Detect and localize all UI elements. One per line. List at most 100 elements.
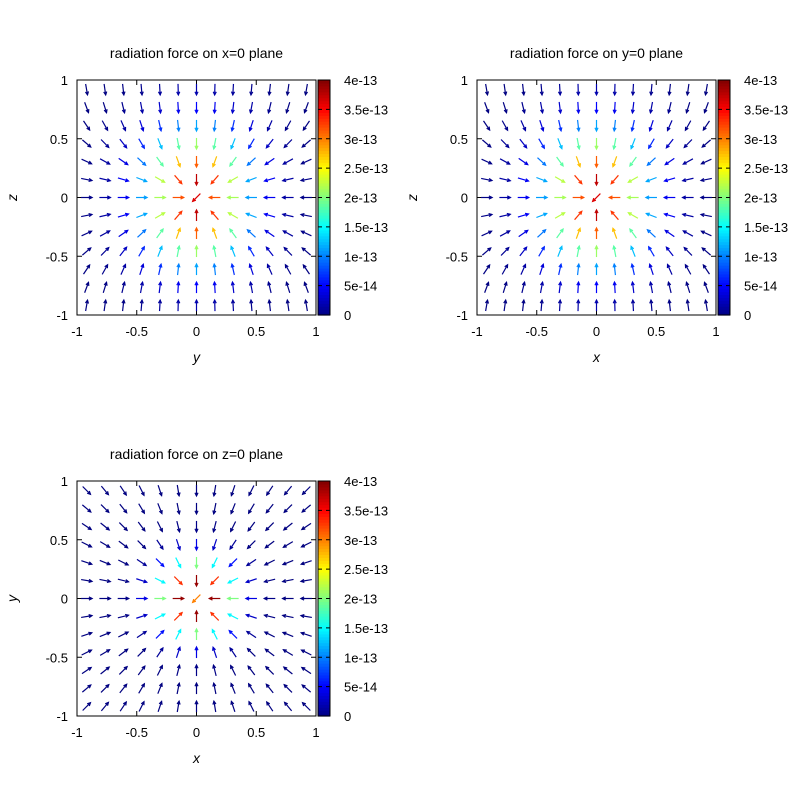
- force-arrow: [684, 263, 692, 275]
- colorbar-segment: [318, 241, 330, 246]
- force-arrow: [176, 137, 181, 151]
- colorbar-segment: [718, 94, 730, 99]
- force-arrow: [194, 119, 199, 133]
- force-arrow: [139, 263, 145, 275]
- colorbar-tick-label: 4e-13: [344, 73, 377, 88]
- force-arrow: [575, 156, 582, 168]
- colorbar-segment: [318, 129, 330, 134]
- force-arrow: [117, 613, 130, 619]
- force-arrow: [248, 120, 254, 132]
- force-arrow: [262, 195, 276, 200]
- colorbar-segment: [718, 176, 730, 181]
- force-arrow: [102, 101, 108, 114]
- colorbar-segment: [718, 121, 730, 125]
- colorbar-segment: [318, 610, 330, 614]
- colorbar-tick-label: 1.5e-13: [344, 220, 388, 235]
- force-arrow: [701, 247, 712, 256]
- force-arrow: [194, 226, 199, 240]
- colorbar-segment: [718, 80, 730, 84]
- colorbar-segment: [318, 686, 330, 691]
- force-arrow: [81, 631, 94, 637]
- colorbar-tick-label: 1e-13: [344, 249, 377, 264]
- force-arrow: [538, 138, 546, 150]
- colorbar-segment: [318, 636, 330, 641]
- force-arrow: [594, 155, 599, 169]
- force-arrow: [117, 596, 131, 601]
- colorbar-segment: [318, 259, 330, 263]
- colorbar-segment: [318, 683, 330, 688]
- x-tick-label: -1: [71, 725, 83, 740]
- force-arrow: [138, 245, 146, 257]
- y-tick-label: 0: [61, 592, 68, 607]
- colorbar-segment: [318, 495, 330, 500]
- force-arrow: [230, 83, 236, 97]
- force-arrow: [175, 156, 182, 168]
- force-arrow: [630, 262, 635, 276]
- force-arrow: [100, 701, 110, 712]
- force-arrow: [99, 631, 112, 638]
- colorbar-segment: [318, 551, 330, 556]
- x-tick-label: 0: [193, 725, 200, 740]
- colorbar-tick-label: 2.5e-13: [744, 161, 788, 176]
- colorbar-segment: [318, 648, 330, 652]
- force-arrow: [118, 540, 129, 549]
- force-arrow: [100, 666, 111, 675]
- force-arrow: [538, 245, 546, 257]
- force-arrow: [157, 700, 163, 713]
- colorbar-segment: [318, 150, 330, 155]
- force-arrow: [299, 631, 312, 637]
- colorbar-segment: [318, 191, 330, 196]
- colorbar-segment: [318, 221, 330, 225]
- force-arrow: [264, 229, 275, 238]
- colorbar-segment: [318, 695, 330, 699]
- colorbar-segment: [318, 285, 330, 290]
- colorbar-segment: [318, 489, 330, 494]
- force-arrow: [502, 281, 508, 294]
- x-tick-label: 0.5: [247, 324, 265, 339]
- force-arrow: [502, 101, 508, 114]
- force-arrow: [175, 646, 181, 658]
- force-arrow: [301, 701, 311, 711]
- force-arrow: [283, 485, 293, 496]
- force-arrow: [212, 83, 217, 97]
- colorbar-tick-label: 1e-13: [744, 249, 777, 264]
- x-axis-label: x: [592, 349, 601, 365]
- force-arrow: [481, 230, 493, 237]
- force-arrow: [299, 596, 312, 601]
- force-arrow: [557, 298, 563, 312]
- force-arrow: [517, 195, 531, 200]
- force-arrow: [228, 629, 238, 639]
- colorbar-segment: [318, 291, 330, 296]
- colorbar-segment: [318, 270, 330, 275]
- force-arrow: [521, 101, 526, 115]
- force-arrow: [303, 102, 309, 114]
- colorbar-segment: [318, 586, 330, 591]
- force-arrow: [283, 683, 293, 693]
- force-arrow: [484, 83, 490, 97]
- force-arrow: [226, 596, 239, 601]
- force-arrow: [264, 157, 275, 166]
- force-arrow: [81, 666, 93, 675]
- force-arrow: [574, 174, 583, 185]
- force-arrow: [230, 700, 236, 713]
- x-tick-label: -0.5: [126, 725, 148, 740]
- force-arrow: [176, 520, 181, 534]
- force-arrow: [303, 298, 309, 312]
- force-arrow: [102, 281, 108, 294]
- force-arrow: [611, 227, 618, 239]
- colorbar-segment: [718, 97, 730, 102]
- force-arrow: [157, 138, 163, 150]
- force-arrow: [301, 139, 312, 148]
- colorbar-tick-label: 2e-13: [744, 191, 777, 206]
- force-arrow: [667, 298, 672, 312]
- force-arrow: [699, 177, 712, 183]
- force-arrow: [100, 246, 110, 256]
- colorbar-segment: [718, 291, 730, 296]
- force-arrow: [576, 262, 581, 276]
- force-arrow: [230, 280, 235, 294]
- force-arrow: [212, 699, 217, 713]
- force-arrow: [118, 665, 129, 675]
- colorbar-segment: [718, 206, 730, 210]
- force-arrow: [194, 101, 199, 115]
- force-arrow: [300, 522, 312, 531]
